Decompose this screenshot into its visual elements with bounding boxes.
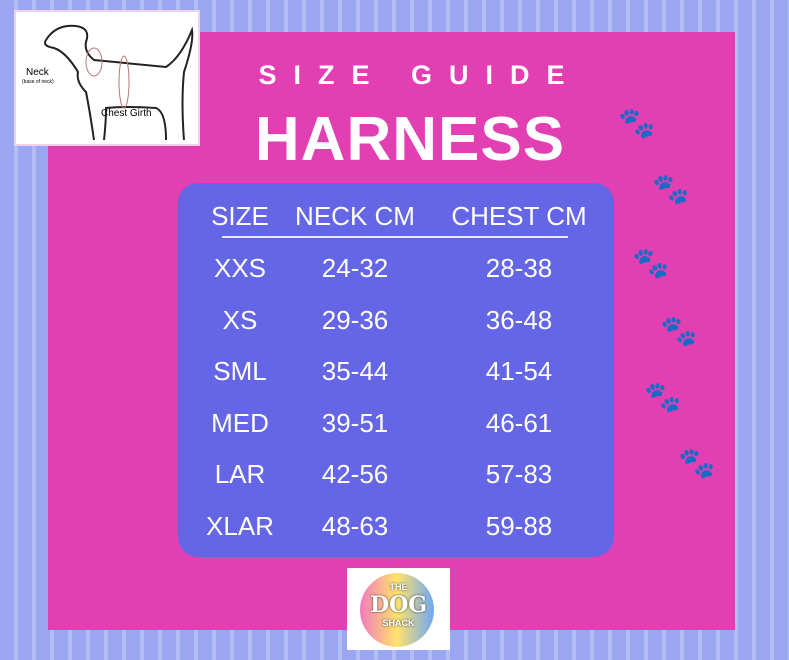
neck-cell: 39-51 — [321, 407, 389, 438]
chest-cell: 36-48 — [485, 304, 553, 335]
neck-cell: 24-32 — [321, 253, 389, 283]
dog-shack-logo: THE DOG SHACK — [347, 568, 450, 650]
chest-cell: 59-88 — [485, 511, 553, 541]
paw-icon: 🐾 — [644, 381, 682, 414]
size-cell: MED — [211, 407, 269, 438]
size-cell: XLAR — [206, 511, 274, 541]
dog-outline-icon — [44, 24, 194, 141]
header-neck: NECK CM — [295, 201, 415, 231]
neck-cell: 35-44 — [321, 356, 389, 387]
header-chest: CHEST CM — [451, 201, 587, 231]
neck-cell: 29-36 — [321, 304, 389, 335]
subtitle: HARNESS — [254, 105, 566, 174]
dog-measurement-diagram: Neck (base of neck) Chest Girth — [14, 10, 200, 146]
paw-icon: 🐾 — [652, 173, 690, 206]
size-cell: XXS — [213, 253, 267, 283]
size-cell: XS — [222, 304, 258, 335]
size-cell: SML — [213, 356, 267, 387]
logo-text: DOG — [369, 592, 428, 618]
chest-cell: 46-61 — [485, 407, 553, 438]
chest-girth-label: Chest Girth — [101, 108, 152, 119]
chest-cell: 57-83 — [485, 459, 553, 490]
neck-label: Neck — [26, 67, 49, 78]
header-divider — [222, 236, 568, 238]
paw-icon: 🐾 — [618, 107, 656, 140]
header-size: SIZE — [211, 201, 269, 231]
neck-sublabel: (base of neck) — [22, 79, 54, 85]
size-table: SIZE NECK CM CHEST CM XXS 24-32 28-38 XS 29-… — [178, 183, 614, 557]
title: SIZE GUIDE — [258, 60, 582, 90]
logo-text: SHACK — [382, 618, 415, 628]
paw-icon: 🐾 — [678, 447, 716, 480]
neck-cell: 42-56 — [321, 459, 389, 490]
chest-cell: 28-38 — [485, 253, 553, 283]
paw-icon: 🐾 — [660, 315, 698, 348]
chest-cell: 41-54 — [485, 356, 553, 387]
neck-cell: 48-63 — [321, 511, 389, 541]
size-cell: LAR — [214, 459, 266, 490]
paw-icon: 🐾 — [632, 247, 670, 280]
logo-text: THE — [389, 582, 408, 592]
